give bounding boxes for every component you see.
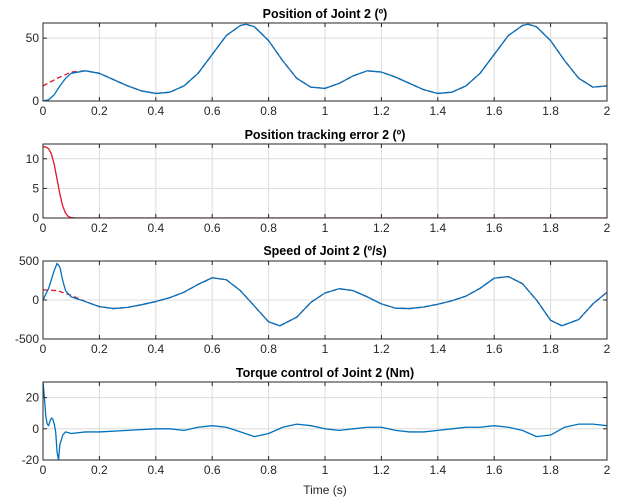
y-tick-label: 500 <box>19 254 39 268</box>
x-axis-label: Time (s) <box>303 483 347 497</box>
x-tick-label: 0.6 <box>204 104 221 118</box>
x-tick-label: 0.2 <box>91 463 108 477</box>
subplot-title: Position tracking error 2 (º) <box>245 128 406 142</box>
x-tick-label: 2 <box>604 342 611 356</box>
x-tick-label: 0.4 <box>147 221 164 235</box>
y-tick-label: 50 <box>26 31 40 45</box>
subplot-position: Position of Joint 2 (º) 0 0.2 0.4 0.6 0.8 1 1.… <box>26 7 611 118</box>
subplot-tracking-error: Position tracking error 2 (º) 0 0.2 0.4 0.6… <box>26 128 611 235</box>
x-tick-label: 1.8 <box>542 342 559 356</box>
x-tick-label: 0.8 <box>260 463 277 477</box>
x-tick-label: 0 <box>40 221 47 235</box>
x-tick-label: 1 <box>322 463 329 477</box>
y-tick-label: 20 <box>26 391 40 405</box>
x-tick-label: 1.4 <box>429 342 446 356</box>
x-tick-label: 0.2 <box>91 221 108 235</box>
x-tick-label: 0.2 <box>91 342 108 356</box>
x-tick-label: 0.6 <box>204 463 221 477</box>
x-tick-label: 1.6 <box>486 221 503 235</box>
subplot-title: Speed of Joint 2 (º/s) <box>263 244 386 258</box>
x-tick-label: 1.6 <box>486 463 503 477</box>
x-tick-label: 2 <box>604 221 611 235</box>
x-tick-label: 1 <box>322 221 329 235</box>
x-tick-label: 1.4 <box>429 221 446 235</box>
y-tick-label: 0 <box>32 422 39 436</box>
y-tick-label: 10 <box>26 152 40 166</box>
subplot-torque: Torque control of Joint 2 (Nm) 0 0.2 0.4 0.… <box>22 366 611 477</box>
x-tick-label: 2 <box>604 463 611 477</box>
subplot-title: Position of Joint 2 (º) <box>263 7 388 21</box>
x-tick-label: 0.8 <box>260 221 277 235</box>
subplot-speed: Speed of Joint 2 (º/s) 0 0.2 0.4 0.6 0.8 1 1.2… <box>15 244 611 356</box>
x-tick-label: 0.4 <box>147 104 164 118</box>
x-tick-label: 1.6 <box>486 104 503 118</box>
y-tick-label: 0 <box>32 94 39 108</box>
x-tick-label: 0 <box>40 104 47 118</box>
x-tick-label: 0.2 <box>91 104 108 118</box>
x-tick-label: 0.6 <box>204 221 221 235</box>
x-tick-label: 0.6 <box>204 342 221 356</box>
y-tick-label: 5 <box>32 181 39 195</box>
x-tick-label: 1.2 <box>373 463 390 477</box>
y-tick-label: 0 <box>32 211 39 225</box>
subplot-title: Torque control of Joint 2 (Nm) <box>236 366 414 380</box>
x-tick-label: 1.2 <box>373 342 390 356</box>
x-tick-label: 1.2 <box>373 221 390 235</box>
x-tick-label: 1.8 <box>542 104 559 118</box>
series-line-measured <box>43 262 607 327</box>
y-tick-label: -20 <box>22 453 40 467</box>
x-tick-label: 1.6 <box>486 342 503 356</box>
x-tick-label: 1 <box>322 104 329 118</box>
x-tick-label: 0 <box>40 463 47 477</box>
x-tick-label: 1.2 <box>373 104 390 118</box>
x-tick-label: 0.8 <box>260 342 277 356</box>
x-tick-label: 1.8 <box>542 221 559 235</box>
series-line-reference <box>43 146 607 218</box>
x-tick-label: 1.8 <box>542 463 559 477</box>
y-tick-label: -500 <box>15 332 39 346</box>
series-line-measured <box>43 23 607 101</box>
y-tick-label: 0 <box>32 293 39 307</box>
x-tick-label: 0 <box>40 342 47 356</box>
x-tick-label: 2 <box>604 104 611 118</box>
x-tick-label: 1 <box>322 342 329 356</box>
series-line-measured <box>43 382 607 460</box>
x-tick-label: 1.4 <box>429 463 446 477</box>
x-tick-label: 1.4 <box>429 104 446 118</box>
x-tick-label: 0.4 <box>147 463 164 477</box>
x-tick-label: 0.4 <box>147 342 164 356</box>
x-tick-label: 0.8 <box>260 104 277 118</box>
